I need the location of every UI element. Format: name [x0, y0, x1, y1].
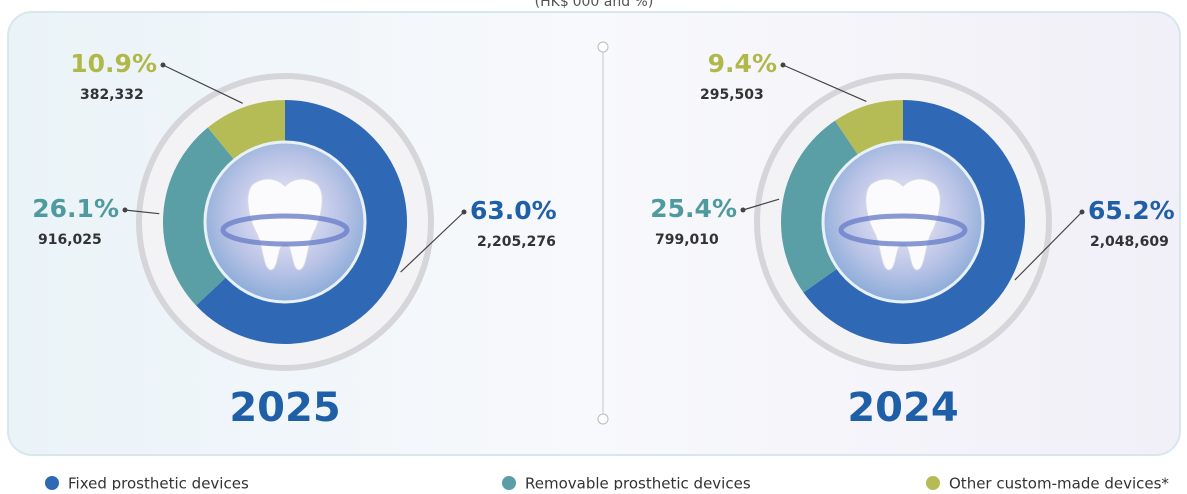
legend-label: Fixed prosthetic devices	[68, 475, 249, 491]
amount-label: 799,010	[655, 232, 719, 248]
leader-dot	[741, 208, 746, 213]
divider-end	[598, 42, 608, 52]
chart: (HK$'000 and %) 63.0% 2,205,276 26.1% 916,0…	[0, 0, 1187, 490]
leader-dot	[462, 210, 467, 215]
legend-label: Removable prosthetic devices	[525, 475, 751, 491]
percent-label: 25.4%	[650, 194, 737, 223]
legend-swatch	[926, 476, 940, 490]
percent-label: 63.0%	[470, 196, 557, 225]
subtitle: (HK$'000 and %)	[535, 0, 654, 10]
divider-end	[598, 414, 608, 424]
page: (HK$'000 and %) 63.0% 2,205,276 26.1% 916,0…	[0, 0, 1187, 490]
leader-dot	[781, 63, 786, 68]
amount-label: 382,332	[80, 87, 144, 103]
percent-label: 26.1%	[32, 194, 119, 223]
legend-label: Other custom-made devices*	[949, 475, 1169, 491]
percent-label: 10.9%	[70, 49, 157, 78]
leader-dot	[123, 208, 128, 213]
legend-swatch	[502, 476, 516, 490]
leader-dot	[161, 63, 166, 68]
leader-dot	[1080, 210, 1085, 215]
legend-swatch	[45, 476, 59, 490]
amount-label: 2,205,276	[477, 234, 556, 250]
amount-label: 916,025	[38, 232, 102, 248]
amount-label: 295,503	[700, 87, 764, 103]
year-title: 2024	[847, 385, 958, 431]
percent-label: 65.2%	[1088, 196, 1175, 225]
percent-label: 9.4%	[708, 49, 777, 78]
amount-label: 2,048,609	[1090, 234, 1169, 250]
year-title: 2025	[229, 385, 340, 431]
